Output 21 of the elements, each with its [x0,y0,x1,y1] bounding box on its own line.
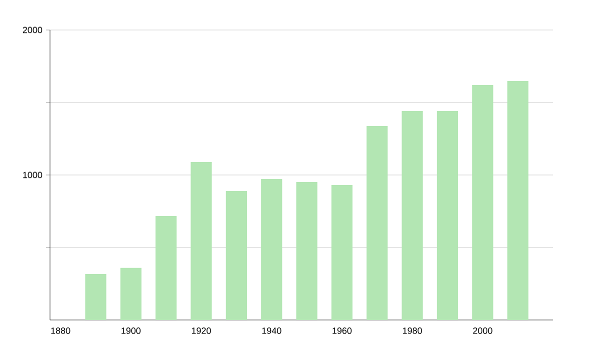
bar [190,162,212,320]
x-tick-label: 1980 [402,328,422,334]
y-tick-label: 1000 [23,172,42,178]
bar [120,268,142,320]
bar [296,182,318,320]
bar [402,111,423,320]
bar [156,216,177,320]
bar [85,274,106,320]
bar [436,111,458,320]
bar [261,179,282,320]
bar [472,84,494,320]
bar [366,126,388,320]
x-tick-label: 1960 [332,328,352,334]
x-tick-label: 2000 [473,328,492,334]
x-tick-label: 1900 [122,328,141,334]
x-tick-label: 1880 [51,328,70,334]
bar [331,184,353,320]
bar [226,190,247,320]
x-tick-label: 1920 [192,328,211,334]
x-tick-label: 1940 [262,328,282,334]
bar [507,81,528,320]
